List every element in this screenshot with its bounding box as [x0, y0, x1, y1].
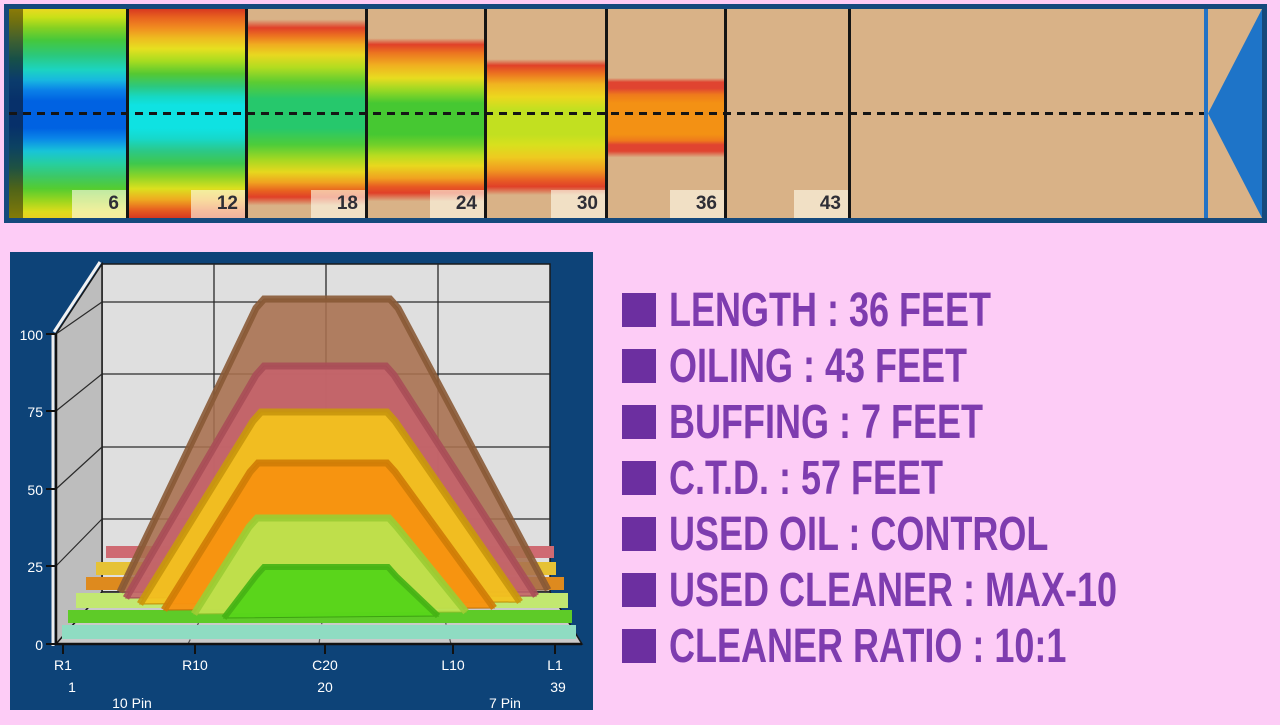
pin-deck-arrow-icon — [1208, 9, 1262, 218]
x-tick-l10: L10 — [441, 657, 465, 673]
oil-layer-brown-rim — [116, 295, 552, 594]
x-tick-l1: L1 — [547, 657, 563, 673]
oil-layer-green-rim — [221, 564, 441, 620]
distance-label-43: 43 — [794, 190, 848, 218]
stat-used-cleaner-text: USED CLEANER : MAX-10 — [669, 563, 1118, 617]
distance-label-12: 12 — [191, 190, 245, 218]
stat-used-cleaner: USED CLEANER : MAX-10 — [622, 562, 1266, 618]
wall-top-highlight — [52, 261, 102, 333]
bullet-square-icon — [622, 461, 656, 495]
stat-length: LENGTH : 36 FEET — [622, 282, 1266, 338]
oil-layer-palegreen-rim — [191, 514, 469, 616]
oil-layer-rose-rim — [122, 362, 539, 600]
pattern-stats-list: LENGTH : 36 FEET OILING : 43 FEET BUFFIN… — [622, 282, 1266, 674]
floor-strip-aqua — [62, 625, 576, 639]
lane-pattern-panel: 6 12 18 24 30 36 43 — [4, 4, 1267, 223]
surface-chart-svg: 100 75 50 25 0 R1 R10 C20 L10 L1 1 20 39… — [10, 252, 593, 710]
stat-buffing-text: BUFFING : 7 FEET — [669, 395, 984, 449]
bullet-square-icon — [622, 573, 656, 607]
pin-deck-area — [1208, 9, 1262, 218]
bullet-square-icon — [622, 629, 656, 663]
y-tick-25: 25 — [27, 559, 43, 575]
oil-layer-orange-rim — [161, 459, 497, 612]
distance-label-36: 36 — [670, 190, 724, 218]
oil-layer-green — [221, 564, 441, 620]
pin-deck-line — [1204, 9, 1208, 218]
oil-layer-gold-rim — [137, 408, 523, 606]
left-wall-grid — [55, 301, 103, 567]
stat-used-oil: USED OIL : CONTROL — [622, 506, 1266, 562]
bullet-square-icon — [622, 349, 656, 383]
y-tick-0: 0 — [35, 637, 43, 653]
bullet-square-icon — [622, 405, 656, 439]
y-tick-75: 75 — [27, 404, 43, 420]
lane-centerline — [9, 112, 1213, 115]
y-tick-50: 50 — [27, 482, 43, 498]
stat-oiling: OILING : 43 FEET — [622, 338, 1266, 394]
y-tick-marks — [46, 333, 57, 645]
distance-label-30: 30 — [551, 190, 605, 218]
stat-cleaner-ratio-text: CLEANER RATIO : 10:1 — [669, 619, 1067, 673]
pin-label-7pin: 7 Pin — [489, 695, 521, 710]
lane-surface: 6 12 18 24 30 36 43 — [9, 9, 1262, 218]
stat-ctd: C.T.D. : 57 FEET — [622, 450, 1266, 506]
x-tick-marks — [62, 644, 556, 654]
stat-buffing: BUFFING : 7 FEET — [622, 394, 1266, 450]
distance-label-24: 24 — [430, 190, 484, 218]
x-tick-r1: R1 — [54, 657, 72, 673]
stat-used-oil-text: USED OIL : CONTROL — [669, 507, 1049, 561]
x-tick-r10: R10 — [182, 657, 208, 673]
x-tick-c20: C20 — [312, 657, 338, 673]
distance-label-18: 18 — [311, 190, 365, 218]
stat-ctd-text: C.T.D. : 57 FEET — [669, 451, 944, 505]
board-tick-39: 39 — [550, 679, 566, 695]
y-tick-100: 100 — [20, 327, 44, 343]
stat-cleaner-ratio: CLEANER RATIO : 10:1 — [622, 618, 1266, 674]
oil-volume-3d-chart: 100 75 50 25 0 R1 R10 C20 L10 L1 1 20 39… — [10, 252, 593, 710]
bullet-square-icon — [622, 517, 656, 551]
stat-length-text: LENGTH : 36 FEET — [669, 283, 992, 337]
pin-label-10pin: 10 Pin — [112, 695, 152, 710]
stat-oiling-text: OILING : 43 FEET — [669, 339, 968, 393]
board-tick-1: 1 — [68, 679, 76, 695]
bullet-square-icon — [622, 293, 656, 327]
board-tick-20: 20 — [317, 679, 333, 695]
distance-label-6: 6 — [72, 190, 126, 218]
